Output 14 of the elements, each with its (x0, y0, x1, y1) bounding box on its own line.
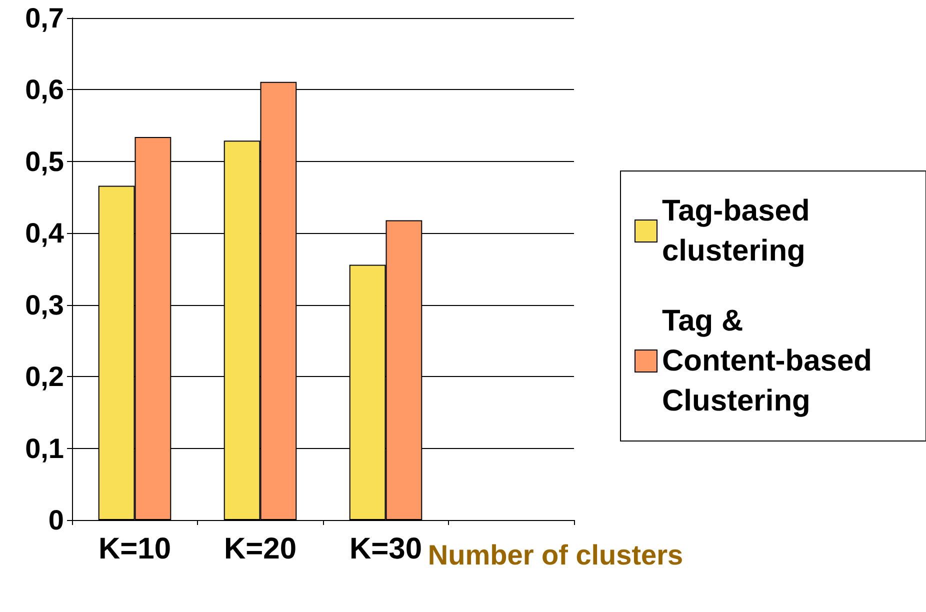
y-tick-label: 0,7 (25, 2, 64, 34)
y-tick-label: 0,4 (25, 218, 64, 249)
legend-label: Tag-based clustering (662, 194, 818, 268)
y-tick-label: 0,1 (25, 432, 64, 464)
y-tick-label: 0,2 (25, 361, 64, 392)
x-tick-label: K=30 (349, 532, 422, 566)
x-tick-label: K=10 (98, 532, 172, 566)
y-tick-label: 0,5 (25, 146, 64, 177)
y-tick-label: 0 (48, 504, 64, 536)
y-tick-label: 0,6 (25, 74, 64, 106)
x-axis-title: Number of clusters (428, 540, 684, 570)
x-tick-label: K=20 (224, 532, 297, 566)
legend-label: Tag & Content-based Clustering (662, 304, 880, 418)
y-tick-label: 0,3 (25, 289, 64, 320)
